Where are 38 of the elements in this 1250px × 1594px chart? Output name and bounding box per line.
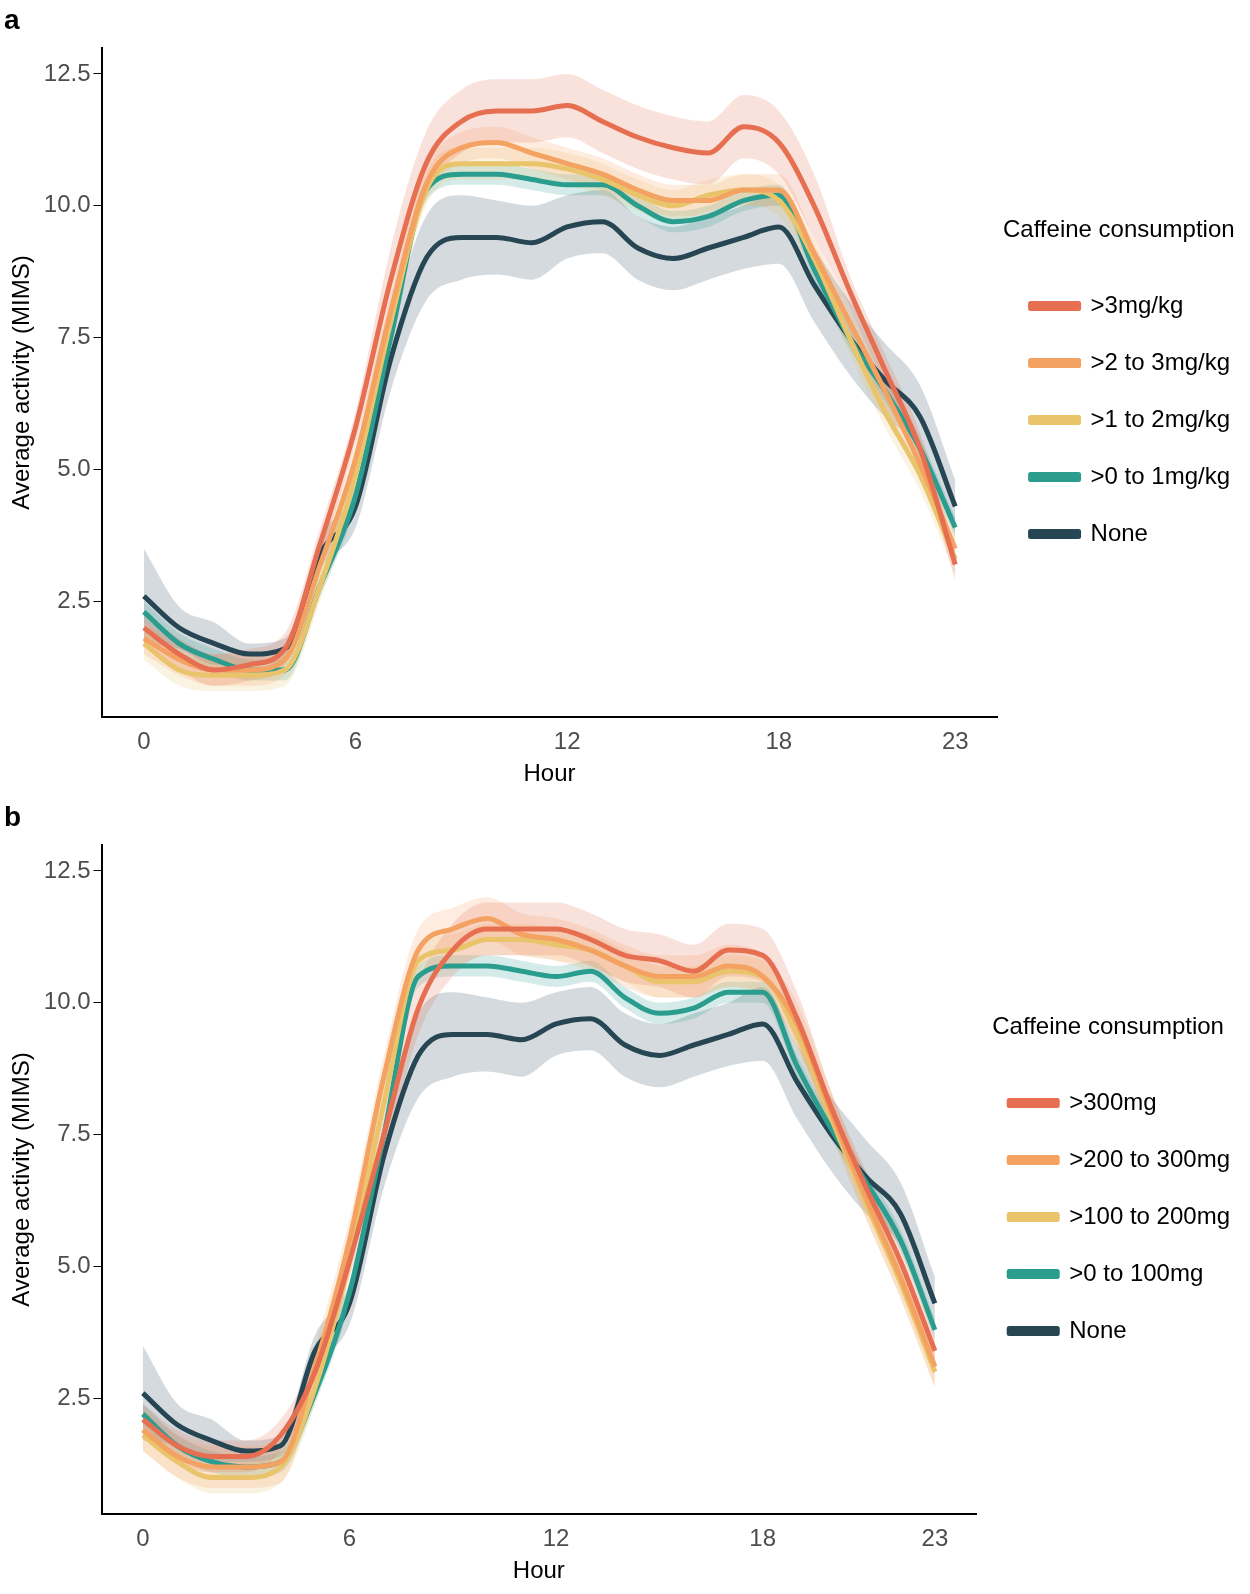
x-tick-label: 18 (749, 1524, 777, 1552)
x-axis-title: Hour (523, 759, 576, 787)
legend-label: None (1069, 1315, 1127, 1343)
legend-label: >0 to 100mg (1069, 1258, 1204, 1286)
x-tick-label: 18 (765, 727, 793, 755)
legend-label: >200 to 300mg (1069, 1144, 1230, 1172)
legend-title: Caffeine consumption (1002, 214, 1235, 242)
legend-title: Caffeine consumption (992, 1011, 1224, 1039)
chart-title: a (4, 3, 20, 35)
x-tick-label: 12 (553, 727, 581, 755)
legend-label: >2 to 3mg/kg (1090, 347, 1230, 375)
x-tick-label: 6 (348, 727, 363, 755)
legend-label: None (1090, 518, 1148, 546)
x-tick-label: 0 (136, 1524, 150, 1552)
x-tick-label: 6 (342, 1524, 357, 1552)
y-tick-label: 10.0 (43, 190, 91, 218)
x-axis-title: Hour (512, 1556, 565, 1584)
y-axis-title: Average activity (MIMS) (7, 1052, 35, 1307)
legend-label: >300mg (1069, 1087, 1157, 1115)
y-axis-title: Average activity (MIMS) (7, 255, 35, 510)
x-tick-label: 23 (941, 727, 969, 755)
y-tick-label: 5.0 (57, 454, 91, 482)
legend-label: >0 to 1mg/kg (1090, 461, 1230, 489)
y-tick-label: 7.5 (57, 322, 91, 350)
y-tick-label: 5.0 (57, 1251, 91, 1279)
legend-label: >100 to 200mg (1069, 1201, 1230, 1229)
legend-label: >1 to 2mg/kg (1090, 404, 1230, 432)
chart-title: b (4, 800, 22, 832)
x-tick-label: 12 (542, 1524, 570, 1552)
y-tick-label: 7.5 (57, 1119, 91, 1147)
x-tick-label: 23 (921, 1524, 949, 1552)
y-tick-label: 12.5 (43, 58, 91, 86)
y-tick-label: 2.5 (57, 586, 91, 613)
y-tick-label: 12.5 (43, 855, 91, 883)
legend-label: >3mg/kg (1090, 290, 1184, 318)
y-tick-label: 2.5 (57, 1383, 91, 1410)
x-tick-label: 0 (137, 727, 151, 755)
y-tick-label: 10.0 (43, 987, 91, 1015)
